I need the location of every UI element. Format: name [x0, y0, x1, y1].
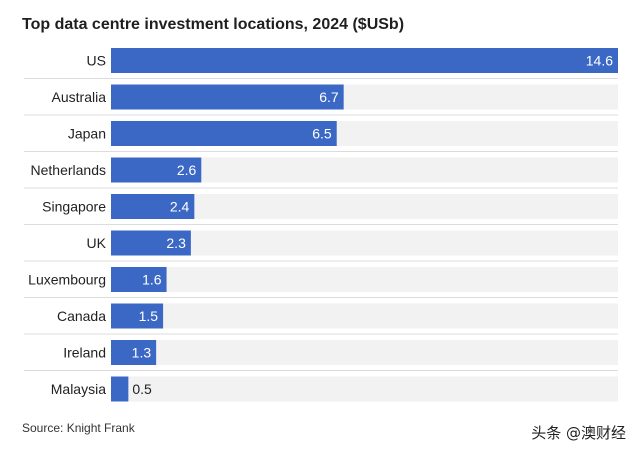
- category-label-6: Luxembourg: [28, 272, 106, 288]
- bar-4: [111, 194, 195, 219]
- source-note: Source: Knight Frank: [22, 421, 135, 435]
- value-label-3: 2.6: [177, 162, 197, 178]
- category-label-3: Netherlands: [31, 162, 107, 178]
- value-label-7: 1.5: [139, 308, 159, 324]
- value-label-4: 2.4: [170, 199, 190, 215]
- bar-0: [111, 48, 618, 73]
- bar-track-8: [111, 340, 618, 365]
- bar-6: [111, 267, 167, 292]
- value-label-2: 6.5: [312, 126, 332, 142]
- bar-7: [111, 303, 164, 329]
- bar-track-4: [111, 194, 618, 219]
- category-label-8: Ireland: [63, 345, 106, 361]
- value-label-0: 14.6: [586, 53, 613, 69]
- category-label-2: Japan: [68, 126, 106, 142]
- value-label-8: 1.3: [132, 345, 152, 361]
- bar-track-9: [111, 376, 618, 402]
- bar-5: [111, 230, 191, 256]
- bar-9: [111, 376, 129, 402]
- bar-1: [111, 84, 344, 110]
- value-label-9: 0.5: [132, 381, 152, 397]
- category-label-1: Australia: [52, 89, 107, 105]
- value-label-1: 6.7: [319, 89, 339, 105]
- category-label-4: Singapore: [42, 199, 106, 215]
- bar-2: [111, 121, 337, 146]
- category-label-7: Canada: [57, 308, 106, 324]
- bar-track-5: [111, 230, 618, 256]
- watermark: 头条 @澳财经: [531, 424, 626, 442]
- chart-title: Top data centre investment locations, 20…: [22, 16, 405, 33]
- bar-8: [111, 340, 157, 365]
- bar-track-6: [111, 267, 618, 292]
- category-label-0: US: [87, 53, 106, 69]
- bar-track-7: [111, 303, 618, 329]
- value-label-5: 2.3: [166, 235, 186, 251]
- category-label-9: Malaysia: [51, 381, 106, 397]
- bar-3: [111, 157, 202, 183]
- value-label-6: 1.6: [142, 272, 162, 288]
- category-label-5: UK: [87, 235, 107, 251]
